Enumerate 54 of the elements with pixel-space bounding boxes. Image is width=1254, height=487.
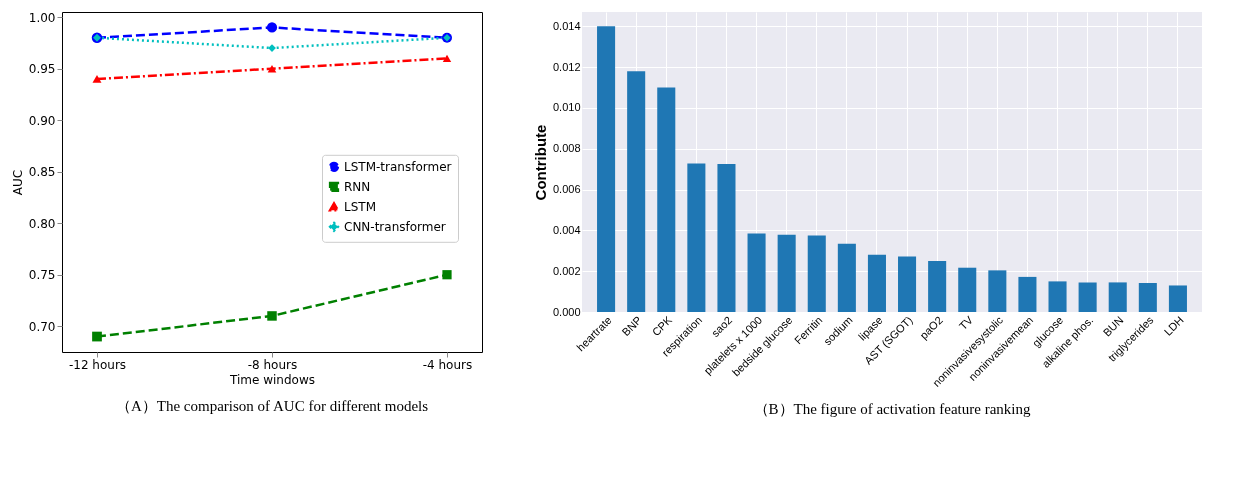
bar [717, 164, 736, 312]
bar [627, 71, 646, 312]
bar [958, 267, 977, 312]
y-tick-label: 0.010 [552, 101, 581, 114]
x-tick-label: -4 hours [422, 357, 473, 372]
point [442, 270, 452, 280]
text: （B）The figure of activation feature ranking [753, 401, 1031, 418]
legend-label: CNN-transformer [344, 219, 446, 234]
bar [837, 243, 856, 312]
y-tick-label: 0.004 [552, 223, 581, 236]
x-tick-label: -12 hours [68, 357, 127, 372]
y-tick-label: 0.006 [552, 183, 581, 196]
y-tick-label: 0.90 [28, 113, 56, 128]
bar [1018, 276, 1037, 312]
point [267, 311, 277, 321]
legend-label: LSTM [344, 199, 376, 214]
y-tick-label: 0.012 [552, 60, 581, 73]
point [442, 54, 452, 62]
y-tick-label: 1.00 [28, 10, 56, 25]
y-tick-label: 0.85 [28, 165, 56, 180]
legend-label: LSTM-transformer [344, 159, 452, 174]
point [92, 331, 102, 342]
bar [1108, 282, 1127, 312]
bar [988, 270, 1007, 312]
bar [777, 234, 796, 312]
bar [928, 260, 947, 312]
bar [657, 87, 676, 312]
y-tick-label: 0.70 [28, 319, 56, 334]
point [92, 75, 102, 83]
bar [898, 256, 917, 312]
y-tick-label: 0.95 [28, 62, 56, 77]
bar [807, 235, 826, 312]
y-tick-label: 0.80 [28, 216, 56, 231]
bar [687, 163, 706, 312]
y-tick-label: 0.000 [552, 305, 581, 318]
y-tick-label: 0.008 [552, 142, 581, 155]
bar [1168, 285, 1187, 312]
bar [1078, 282, 1097, 312]
text: （A）The comparison of AUC for different models [115, 398, 429, 414]
y-axis-title: Contribute [531, 124, 549, 201]
x-axis-title: Time windows [229, 372, 315, 387]
bar [1048, 281, 1067, 312]
y-axis-title: AUC [10, 169, 25, 196]
bar [1138, 283, 1157, 312]
legend-label: RNN [344, 179, 371, 194]
point [266, 22, 278, 33]
x-tick-label: -8 hours [247, 357, 298, 372]
bar [747, 233, 766, 312]
y-tick-label: 0.014 [552, 19, 581, 32]
y-tick-label: 0.75 [28, 268, 56, 283]
bar [867, 254, 886, 312]
point [267, 64, 277, 73]
bar [597, 26, 616, 312]
y-tick-label: 0.002 [552, 264, 581, 277]
